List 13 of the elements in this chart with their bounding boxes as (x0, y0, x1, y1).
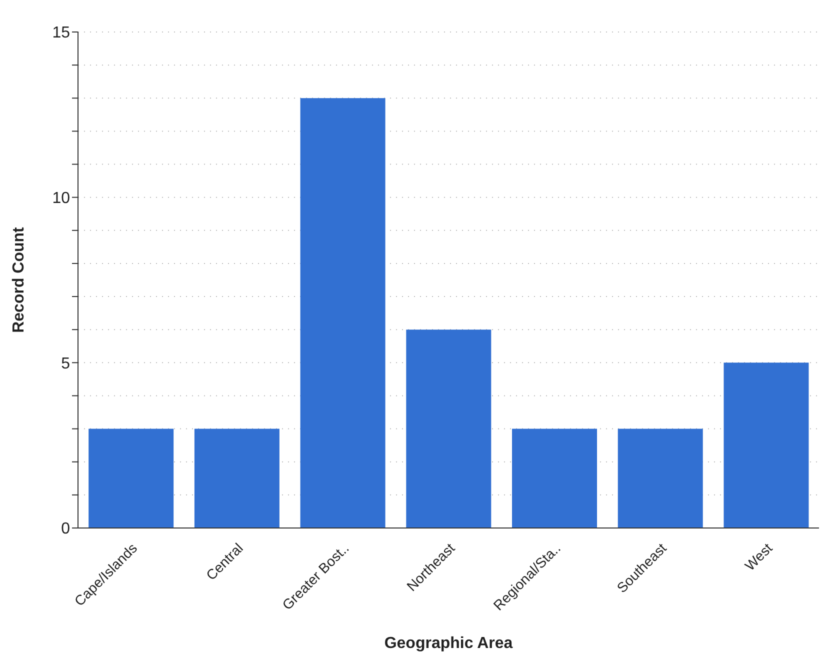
y-tick-label: 15 (52, 24, 70, 42)
bar (194, 428, 280, 528)
bar (406, 330, 492, 528)
bar (618, 428, 703, 528)
bar (724, 362, 809, 528)
x-axis-title: Geographic Area (384, 635, 513, 652)
y-tick-label: 10 (52, 190, 70, 208)
y-axis-title: Record Count (10, 226, 28, 333)
bar (512, 428, 598, 528)
bar (88, 428, 174, 528)
bar (300, 98, 386, 528)
y-tick-label: 5 (61, 355, 70, 372)
y-tick-label: 0 (61, 520, 70, 538)
